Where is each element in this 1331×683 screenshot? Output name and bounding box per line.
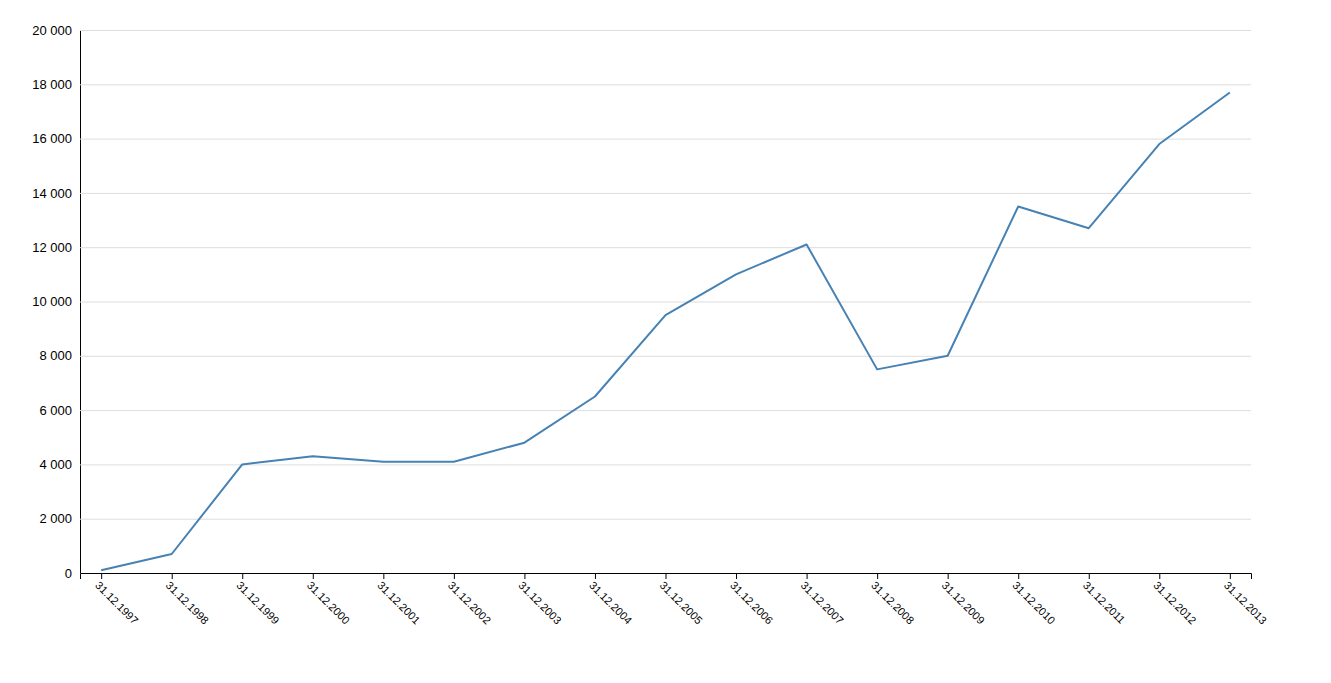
grid-line bbox=[80, 193, 1251, 194]
x-tick-label: 31.12.2004 bbox=[587, 579, 634, 626]
y-tick-label: 14 000 bbox=[32, 186, 72, 201]
grid-line bbox=[80, 410, 1251, 411]
y-tick-label: 20 000 bbox=[32, 23, 72, 38]
grid-line bbox=[80, 139, 1251, 140]
x-tick: 31.12.2006 bbox=[728, 573, 775, 626]
x-tick-label: 31.12.2013 bbox=[1222, 579, 1269, 626]
y-axis: 0 2 000 4 000 6 000 8 000 10 000 12 000 14 000 1… bbox=[32, 23, 1251, 581]
y-tick-label: 4 000 bbox=[39, 457, 72, 472]
grid-line bbox=[80, 30, 1251, 31]
x-tick-label: 31.12.2006 bbox=[728, 579, 775, 626]
y-tick: 2 000 bbox=[39, 511, 1251, 526]
x-tick: 31.12.2013 bbox=[1222, 573, 1269, 626]
y-tick-label: 12 000 bbox=[32, 240, 72, 255]
y-tick-label: 0 bbox=[65, 566, 72, 581]
y-tick: 4 000 bbox=[39, 457, 1251, 472]
x-tick: 31.12.2009 bbox=[940, 573, 987, 626]
x-tick: 31.12.2011 bbox=[1081, 573, 1128, 626]
y-axis-line bbox=[81, 31, 1252, 574]
x-tick-label: 31.12.2003 bbox=[516, 579, 563, 626]
x-tick-label: 31.12.2010 bbox=[1010, 579, 1057, 626]
grid-line bbox=[80, 247, 1251, 248]
x-axis: 31.12.1997 31.12.1998 31.12.1999 31.12.2000… bbox=[81, 573, 1270, 626]
line bbox=[101, 92, 1230, 570]
grid-line bbox=[80, 464, 1251, 465]
y-tick-label: 6 000 bbox=[39, 403, 72, 418]
x-tick: 31.12.2008 bbox=[869, 573, 916, 626]
x-tick: 31.12.2007 bbox=[799, 573, 846, 626]
y-tick-label: 18 000 bbox=[32, 77, 72, 92]
x-tick-label: 31.12.1997 bbox=[93, 579, 140, 626]
x-tick: 31.12.2001 bbox=[375, 573, 422, 626]
y-tick: 12 000 bbox=[32, 240, 1251, 255]
chart: 0 2 000 4 000 6 000 8 000 10 000 12 000 14 000 1… bbox=[0, 0, 1331, 683]
x-tick: 31.12.2010 bbox=[1010, 573, 1057, 626]
y-tick: 6 000 bbox=[39, 403, 1251, 418]
x-tick-label: 31.12.2012 bbox=[1151, 579, 1198, 626]
x-tick-label: 31.12.2009 bbox=[940, 579, 987, 626]
x-tick-label: 31.12.2008 bbox=[869, 579, 916, 626]
x-tick-label: 31.12.2005 bbox=[657, 579, 704, 626]
y-tick: 8 000 bbox=[39, 348, 1251, 363]
x-tick-label: 31.12.1999 bbox=[234, 579, 281, 626]
x-tick-label: 31.12.2011 bbox=[1081, 579, 1128, 626]
grid-line bbox=[80, 84, 1251, 85]
y-tick: 14 000 bbox=[32, 186, 1251, 201]
x-tick-label: 31.12.1998 bbox=[164, 579, 211, 626]
grid-line bbox=[80, 302, 1251, 303]
y-tick-label: 16 000 bbox=[32, 131, 72, 146]
x-tick-label: 31.12.2001 bbox=[375, 579, 422, 626]
x-tick: 31.12.1998 bbox=[164, 573, 211, 626]
y-tick-label: 8 000 bbox=[39, 348, 72, 363]
x-tick: 31.12.2003 bbox=[516, 573, 563, 626]
y-tick: 10 000 bbox=[32, 294, 1251, 309]
y-tick: 16 000 bbox=[32, 131, 1251, 146]
x-tick-label: 31.12.2002 bbox=[446, 579, 493, 626]
x-tick: 31.12.2004 bbox=[587, 573, 634, 626]
grid-line bbox=[80, 356, 1251, 357]
x-tick: 31.12.1999 bbox=[234, 573, 281, 626]
grid-line bbox=[80, 519, 1251, 520]
plot: 0 2 000 4 000 6 000 8 000 10 000 12 000 14 000 1… bbox=[32, 23, 1269, 627]
x-tick: 31.12.2005 bbox=[657, 573, 704, 626]
y-tick-label: 10 000 bbox=[32, 294, 72, 309]
x-tick-label: 31.12.2000 bbox=[305, 579, 352, 626]
y-tick: 18 000 bbox=[32, 77, 1251, 92]
x-tick-label: 31.12.2007 bbox=[799, 579, 846, 626]
x-tick: 31.12.2002 bbox=[446, 573, 493, 626]
y-tick: 20 000 bbox=[32, 23, 1251, 38]
marks bbox=[101, 92, 1230, 570]
y-tick-label: 2 000 bbox=[39, 511, 72, 526]
x-tick: 31.12.1997 bbox=[93, 573, 140, 626]
x-tick: 31.12.2012 bbox=[1151, 573, 1198, 626]
x-tick: 31.12.2000 bbox=[305, 573, 352, 626]
